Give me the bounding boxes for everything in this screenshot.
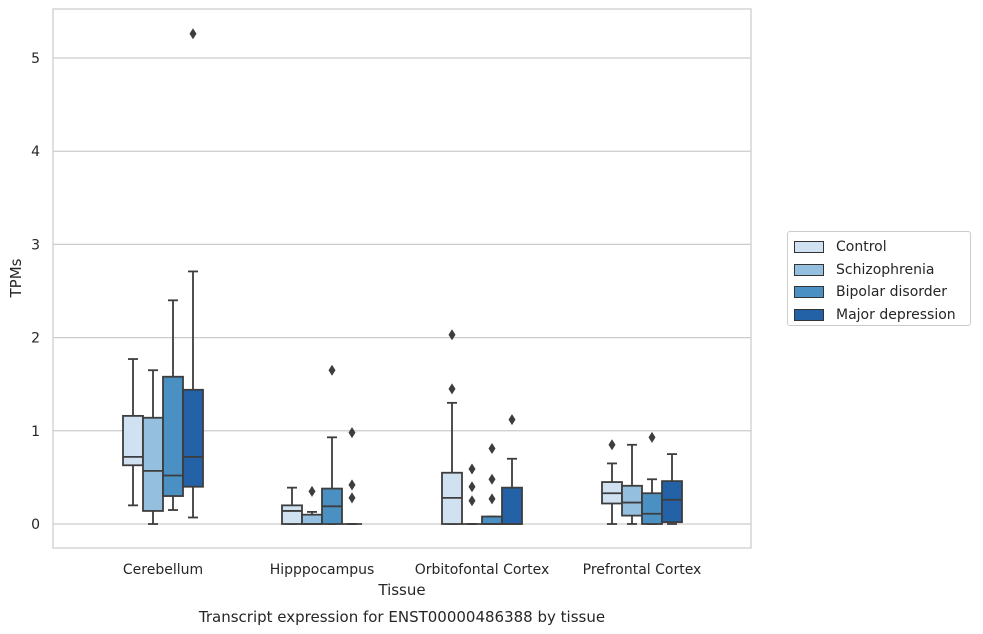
legend-item: Control [794,236,964,259]
legend: Control Schizophrenia Bipolar disorder Majo… [787,231,971,326]
outlier-point [189,28,197,40]
box-schizophrenia-2 [462,463,482,525]
y-tick-labels: 0 1 2 3 4 5 [31,51,40,533]
x-tick-label: Cerebellum [123,562,203,578]
outlier-point [488,493,496,505]
box-body [142,416,164,512]
y-tick-label: 0 [31,517,40,533]
y-tick-label: 2 [31,331,40,347]
outlier-point [468,463,476,475]
box-body [301,513,323,525]
outlier-point [488,443,496,455]
y-axis-label: TPMs [7,258,25,298]
plot-frame [52,8,752,549]
outlier-point [648,431,656,443]
box-body [621,484,643,517]
box-control-0 [122,358,144,507]
legend-item: Bipolar disorder [794,281,964,304]
outlier-point [508,414,516,426]
legend-label: Control [836,239,887,256]
box-control-2 [441,329,463,525]
outlier-point [348,427,356,439]
box-bipolar-disorder-1 [321,364,343,525]
legend-swatch [794,308,824,321]
box-bipolar-disorder-3 [641,431,663,525]
box-control-3 [601,439,623,525]
chart-title: Transcript expression for ENST0000048638… [198,608,605,626]
box-major-depression-0 [182,28,204,519]
legend-label: Bipolar disorder [836,284,948,301]
x-tick-label: Orbitofontal Cortex [415,562,550,578]
box-body [122,414,144,467]
outlier-point [328,364,336,376]
box-major-depression-2 [501,414,523,525]
outlier-point [488,473,496,485]
box-major-depression-3 [661,453,683,525]
x-tick-label: Prefrontal Cortex [583,562,702,578]
box-body [501,486,523,525]
legend-item: Major depression [794,304,964,327]
box-body [182,388,204,488]
x-axis-label: Tissue [377,581,425,599]
outlier-point [608,439,616,451]
box-bipolar-disorder-2 [481,443,503,525]
outlier-point [308,485,316,497]
box-body [281,504,303,525]
outlier-point [448,383,456,395]
box-layer [122,28,683,525]
box-body [661,480,683,524]
box-schizophrenia-1 [301,485,323,525]
box-body [162,375,184,497]
box-schizophrenia-3 [621,443,643,525]
x-tick-label: Hipppocampus [270,562,375,578]
legend-swatch [794,263,824,276]
outlier-point [348,492,356,504]
legend-swatch [794,241,824,254]
legend-label: Major depression [836,306,956,323]
outlier-point [468,481,476,493]
outlier-point [348,479,356,491]
outlier-point [448,329,456,341]
y-tick-label: 4 [31,144,40,160]
box-control-1 [281,486,303,525]
box-body [641,492,663,525]
outlier-point [468,495,476,507]
y-tick-label: 3 [31,237,40,253]
x-tick-labels: Cerebellum Hipppocampus Orbitofontal Corte… [123,562,701,578]
box-body [481,515,503,525]
legend-label: Schizophrenia [836,261,935,278]
box-schizophrenia-0 [142,369,164,525]
box-major-depression-1 [342,427,362,525]
y-tick-label: 5 [31,51,40,67]
legend-item: Schizophrenia [794,259,964,282]
y-tick-label: 1 [31,424,40,440]
box-bipolar-disorder-0 [162,299,184,511]
legend-swatch [794,286,824,299]
